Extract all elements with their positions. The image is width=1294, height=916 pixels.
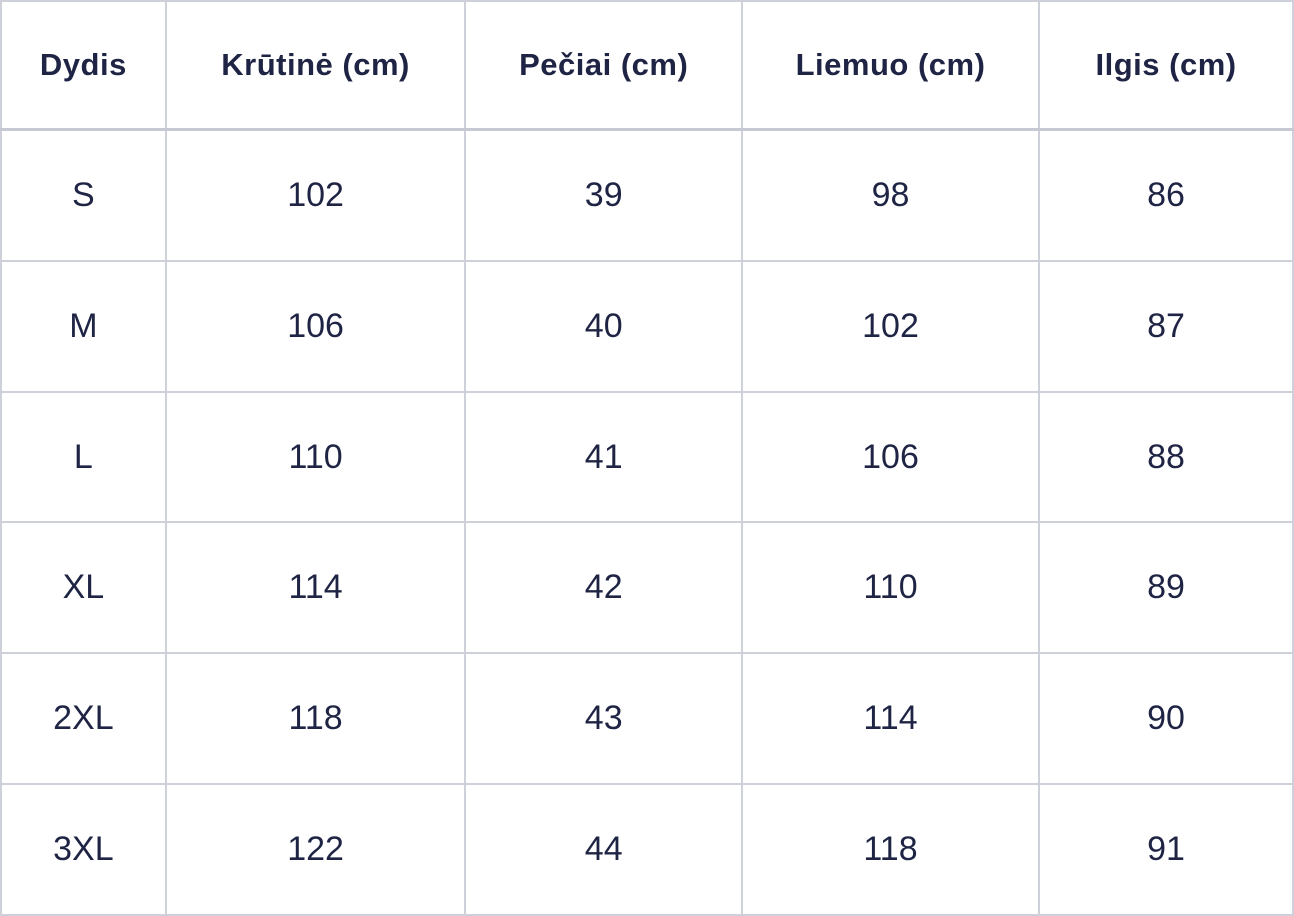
cell-shoulder: 41 bbox=[464, 390, 743, 524]
cell-size: 3XL bbox=[0, 783, 167, 916]
cell-shoulder: 40 bbox=[464, 259, 743, 393]
cell-size: M bbox=[0, 259, 167, 393]
cell-length: 89 bbox=[1038, 521, 1294, 655]
cell-length: 86 bbox=[1038, 128, 1294, 262]
table-row: M 106 40 102 87 bbox=[0, 259, 1294, 393]
header-cell-size: Dydis bbox=[0, 0, 167, 131]
cell-size: S bbox=[0, 128, 167, 262]
table-row: S 102 39 98 86 bbox=[0, 128, 1294, 262]
table-row: L 110 41 106 88 bbox=[0, 390, 1294, 524]
cell-chest: 106 bbox=[164, 259, 467, 393]
cell-size: XL bbox=[0, 521, 167, 655]
cell-waist: 118 bbox=[740, 783, 1041, 916]
cell-length: 91 bbox=[1038, 783, 1294, 916]
table-row: XL 114 42 110 89 bbox=[0, 521, 1294, 655]
cell-length: 90 bbox=[1038, 652, 1294, 786]
header-cell-shoulder: Pečiai (cm) bbox=[464, 0, 743, 131]
table-header: Dydis Krūtinė (cm) Pečiai (cm) Liemuo (c… bbox=[0, 0, 1294, 131]
table-body: S 102 39 98 86 M 106 40 102 87 L 110 41 … bbox=[0, 128, 1294, 916]
header-cell-chest: Krūtinė (cm) bbox=[164, 0, 467, 131]
cell-waist: 106 bbox=[740, 390, 1041, 524]
table-row: 3XL 122 44 118 91 bbox=[0, 783, 1294, 916]
cell-shoulder: 39 bbox=[464, 128, 743, 262]
cell-size: 2XL bbox=[0, 652, 167, 786]
cell-chest: 122 bbox=[164, 783, 467, 916]
cell-shoulder: 44 bbox=[464, 783, 743, 916]
cell-waist: 98 bbox=[740, 128, 1041, 262]
cell-chest: 102 bbox=[164, 128, 467, 262]
cell-shoulder: 42 bbox=[464, 521, 743, 655]
header-row: Dydis Krūtinė (cm) Pečiai (cm) Liemuo (c… bbox=[0, 0, 1294, 131]
cell-size: L bbox=[0, 390, 167, 524]
cell-waist: 102 bbox=[740, 259, 1041, 393]
header-cell-length: Ilgis (cm) bbox=[1038, 0, 1294, 131]
cell-chest: 110 bbox=[164, 390, 467, 524]
cell-chest: 114 bbox=[164, 521, 467, 655]
cell-waist: 114 bbox=[740, 652, 1041, 786]
cell-chest: 118 bbox=[164, 652, 467, 786]
cell-length: 87 bbox=[1038, 259, 1294, 393]
table-row: 2XL 118 43 114 90 bbox=[0, 652, 1294, 786]
header-cell-waist: Liemuo (cm) bbox=[740, 0, 1041, 131]
cell-length: 88 bbox=[1038, 390, 1294, 524]
cell-shoulder: 43 bbox=[464, 652, 743, 786]
cell-waist: 110 bbox=[740, 521, 1041, 655]
